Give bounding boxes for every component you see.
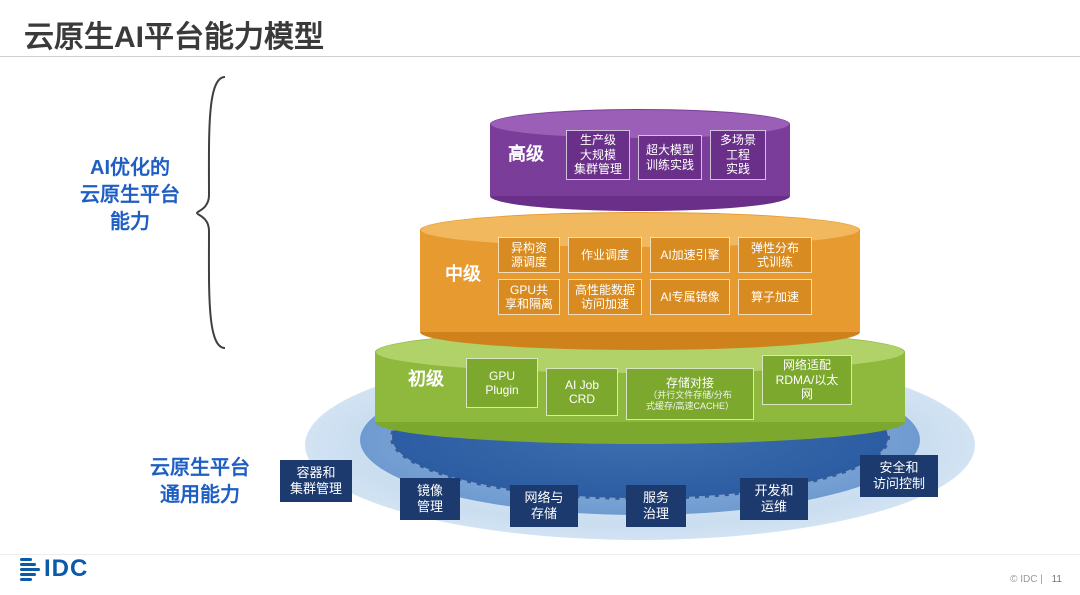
tier2-r2-chip-3: 算子加速	[738, 279, 812, 315]
chip-line: 弹性分布	[751, 241, 799, 255]
chip-line: 开发和	[754, 483, 793, 499]
left-label-general: 云原生平台 通用能力	[135, 455, 265, 509]
chip-line: 工程	[726, 148, 750, 162]
chip-line: 运维	[761, 499, 787, 515]
tier3-chip-0: 生产级 大规模 集群管理	[566, 130, 630, 180]
chip-line: 安全和	[879, 460, 918, 476]
base-chip-2: 网络与 存储	[510, 485, 578, 527]
chip-line: 多场景	[720, 133, 756, 147]
chip-line: 集群管理	[574, 162, 622, 176]
idc-logo-text: IDC	[44, 555, 88, 583]
base-chip-5: 安全和 访问控制	[860, 455, 938, 497]
chip-line: RDMA/以太	[776, 373, 839, 387]
left-label-optimized: AI优化的 云原生平台 能力	[70, 155, 190, 236]
tier2-label: 中级	[445, 260, 481, 286]
tier3-chip-2: 多场景 工程 实践	[710, 130, 766, 180]
chip-line: 存储对接	[666, 376, 714, 390]
tier1-chip-3: 网络适配 RDMA/以太 网	[762, 355, 852, 405]
base-chip-1: 镜像 管理	[400, 478, 460, 520]
tier2-r2-chip-2: AI专属镜像	[650, 279, 730, 315]
chip-line: 网	[801, 387, 813, 401]
chip-line: 治理	[643, 506, 669, 522]
copyright-text: © IDC |	[1010, 574, 1043, 585]
chip-line: 存储	[531, 506, 557, 522]
chip-line: 超大模型	[646, 143, 694, 157]
footer-copyright: © IDC | 11	[1010, 574, 1062, 585]
chip-line: Plugin	[485, 383, 518, 397]
tier1-label: 初级	[408, 365, 444, 391]
footer-divider	[0, 554, 1080, 555]
chip-line: 服务	[643, 490, 669, 506]
chip-line: 镜像	[417, 483, 443, 499]
tier2-r1-chip-2: AI加速引擎	[650, 237, 730, 273]
tier2-r1-chip-3: 弹性分布 式训练	[738, 237, 812, 273]
chip-line: 集群管理	[290, 481, 342, 497]
idc-logo: IDC	[20, 555, 88, 583]
chip-line: GPU共	[510, 283, 548, 297]
chip-line: 生产级	[580, 133, 616, 147]
chip-line: 大规模	[580, 148, 616, 162]
chip-line: 算子加速	[751, 290, 799, 304]
slide-title: 云原生AI平台能力模型	[24, 12, 324, 56]
chip-line: 容器和	[296, 465, 335, 481]
tier2-r1-chip-1: 作业调度	[568, 237, 642, 273]
tier3-chip-1: 超大模型 训练实践	[638, 135, 702, 180]
chip-line: GPU	[489, 369, 515, 383]
chip-line: 访问控制	[873, 476, 925, 492]
tier3-label: 高级	[508, 140, 544, 166]
chip-line: 网络适配	[783, 358, 831, 372]
chip-line: 式训练	[757, 255, 793, 269]
chip-line: 训练实践	[646, 158, 694, 172]
tier1-chip-1: AI Job CRD	[546, 368, 618, 416]
diagram-stage: 初级 GPU Plugin AI Job CRD 存储对接 （并行文件存储/分布…	[290, 60, 990, 520]
chip-line: 实践	[726, 162, 750, 176]
chip-line: 源调度	[511, 255, 547, 269]
chip-line: AI专属镜像	[660, 290, 719, 304]
title-underline	[0, 56, 1080, 57]
idc-logo-icon	[20, 558, 40, 581]
tier2-r2-chip-1: 高性能数据 访问加速	[568, 279, 642, 315]
base-chip-4: 开发和 运维	[740, 478, 808, 520]
chip-line: AI Job	[565, 378, 599, 392]
chip-line: 享和隔离	[505, 297, 553, 311]
base-chip-0: 容器和 集群管理	[280, 460, 352, 502]
chip-line: 管理	[417, 499, 443, 515]
base-chip-3: 服务 治理	[626, 485, 686, 527]
chip-line: 作业调度	[581, 248, 629, 262]
chip-line: 异构资	[511, 241, 547, 255]
chip-line: AI加速引擎	[660, 248, 719, 262]
chip-line: 网络与	[524, 490, 563, 506]
brace-icon	[195, 75, 231, 350]
chip-line: CRD	[569, 392, 595, 406]
chip-subline: （并行文件存储/分布 式缓存/高速CACHE）	[646, 390, 734, 412]
tier2-r1-chip-0: 异构资 源调度	[498, 237, 560, 273]
tier1-chip-0: GPU Plugin	[466, 358, 538, 408]
chip-line: 高性能数据	[575, 283, 635, 297]
tier1-chip-2: 存储对接 （并行文件存储/分布 式缓存/高速CACHE）	[626, 368, 754, 420]
chip-line: 访问加速	[581, 297, 629, 311]
tier2-r2-chip-0: GPU共 享和隔离	[498, 279, 560, 315]
page-number: 11	[1052, 574, 1062, 585]
